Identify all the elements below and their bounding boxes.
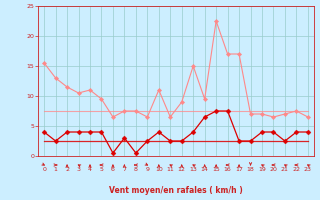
X-axis label: Vent moyen/en rafales ( km/h ): Vent moyen/en rafales ( km/h ): [109, 186, 243, 195]
